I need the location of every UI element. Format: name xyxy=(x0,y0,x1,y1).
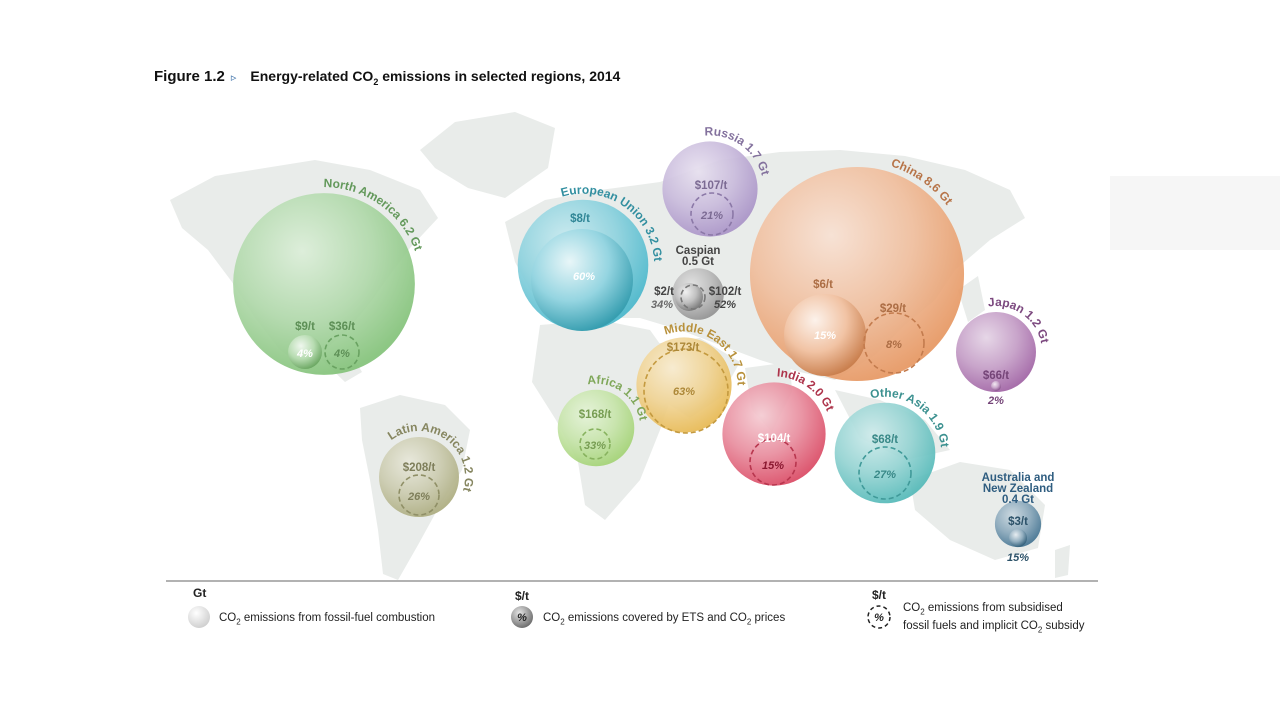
subsidy-bubble-latin-america xyxy=(398,474,440,516)
subsidy-price-middle-east: $173/t xyxy=(667,342,700,354)
subsidy-bubble-china xyxy=(863,312,925,374)
subsidy-share-russia: 21% xyxy=(700,210,723,222)
figure-title: Figure 1.2 ▹ Energy-related CO2 emissions … xyxy=(154,68,620,87)
legend-symbol-subsidy xyxy=(867,605,891,629)
subsidy-price-china: $29/t xyxy=(880,303,906,315)
ets-price-australia-and-new-zealand: $3/t xyxy=(1008,516,1028,528)
subsidy-share-other-asia: 27% xyxy=(873,469,896,481)
subsidy-price-india: $104/t xyxy=(758,433,791,445)
region-label-australia-and-new-zealand-1: Australia and xyxy=(982,472,1055,484)
ets-price-china: $6/t xyxy=(813,279,833,291)
bubble-africa xyxy=(557,389,635,467)
side-panel xyxy=(1110,176,1280,250)
ets-share-european-union: 60% xyxy=(573,271,595,283)
ets-share-north-america: 4% xyxy=(296,348,313,360)
subsidy-share-middle-east: 63% xyxy=(673,386,695,398)
ets-price-caspian: $2/t xyxy=(654,286,674,298)
ets-price-japan: $66/t xyxy=(983,370,1009,382)
subsidy-bubble-other-asia xyxy=(858,446,912,500)
bubble-latin-america xyxy=(379,437,459,517)
bubble-australia-and-new-zealand xyxy=(994,500,1042,548)
ets-share-japan: 2% xyxy=(987,395,1004,407)
subsidy-share-china: 8% xyxy=(886,339,902,351)
bubble-russia xyxy=(662,141,758,237)
figure-label: Figure 1.2 xyxy=(154,68,225,85)
subsidy-bubble-africa xyxy=(579,428,611,460)
subsidy-price-africa: $168/t xyxy=(579,409,612,421)
subsidy-price-other-asia: $68/t xyxy=(872,434,898,446)
bubble-japan xyxy=(956,312,1036,392)
subsidy-bubble-russia xyxy=(690,192,734,236)
ets-bubble-china xyxy=(784,294,866,376)
legend-symbol-ets xyxy=(511,606,533,628)
ets-share-australia-and-new-zealand: 15% xyxy=(1007,552,1029,564)
subsidy-bubble-north-america xyxy=(324,334,360,370)
legend-symbol-pct-label: % xyxy=(874,612,884,624)
subsidy-bubble-india xyxy=(749,438,797,486)
ets-share-caspian: 34% xyxy=(651,299,673,311)
subsidy-share-africa: 33% xyxy=(584,440,606,452)
subsidy-bubble-caspian xyxy=(680,284,706,310)
bubble-north-america xyxy=(233,193,415,375)
legend-symbol-ets-pct-label: % xyxy=(517,612,527,624)
ets-bubble-north-america xyxy=(288,335,322,369)
ets-bubble-european-union xyxy=(531,229,633,331)
subsidy-share-caspian: 52% xyxy=(714,299,736,311)
subsidy-bubble-middle-east xyxy=(643,348,729,434)
bubble-india xyxy=(722,382,826,486)
region-label-australia-and-new-zealand-2: New Zealand xyxy=(983,483,1053,495)
ets-share-china: 15% xyxy=(814,330,836,342)
region-label-caspian-1: Caspian xyxy=(676,245,721,257)
region-label-australia-and-new-zealand-3: 0.4 Gt xyxy=(1002,494,1034,506)
subsidy-share-india: 15% xyxy=(762,460,784,472)
subsidy-share-latin-america: 26% xyxy=(407,491,430,503)
subsidy-price-latin-america: $208/t xyxy=(403,462,436,474)
figure-arrow-icon: ▹ xyxy=(230,72,237,84)
subsidy-share-north-america: 4% xyxy=(333,348,350,360)
region-label-caspian-2: 0.5 Gt xyxy=(682,256,714,268)
subsidy-price-russia: $107/t xyxy=(695,180,728,192)
ets-bubble-japan xyxy=(991,381,1001,391)
ets-price-european-union: $8/t xyxy=(570,213,590,225)
legend-symbol-emissions xyxy=(188,606,210,628)
bubble-middle-east xyxy=(636,337,732,433)
ets-price-north-america: $9/t xyxy=(295,321,315,333)
bubble-other-asia xyxy=(834,402,936,504)
subsidy-price-caspian: $102/t xyxy=(709,286,742,298)
ets-bubble-australia-and-new-zealand xyxy=(1009,529,1027,547)
ets-bubble-caspian xyxy=(675,283,703,311)
subsidy-price-north-america: $36/t xyxy=(329,321,355,333)
figure-title-text: Energy-related CO2 emissions in selected… xyxy=(250,68,621,87)
